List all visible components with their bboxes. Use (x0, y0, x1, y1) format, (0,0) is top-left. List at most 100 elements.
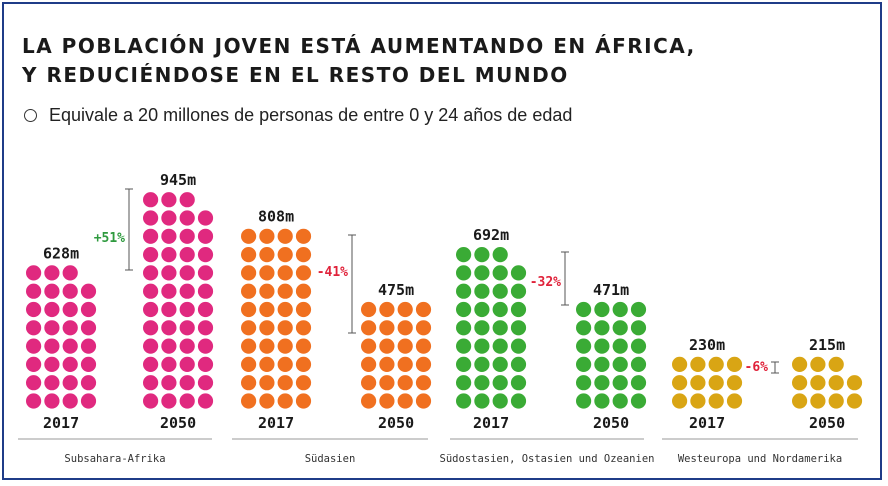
data-dot (161, 301, 177, 318)
data-dot (143, 283, 159, 299)
data-dot (197, 301, 214, 318)
data-dot (492, 283, 508, 299)
data-dot (361, 301, 377, 318)
data-dot (846, 375, 863, 391)
value-label: 471m (593, 281, 629, 299)
data-dot (179, 393, 195, 409)
region-label: Südostasien, Ostasien und Ozeanien (440, 453, 655, 465)
data-dot (143, 265, 159, 281)
data-dot (690, 393, 706, 409)
data-dot (179, 192, 195, 208)
data-dot (25, 301, 42, 318)
legend: Equivale a 20 millones de personas de en… (24, 105, 572, 126)
data-dot (62, 283, 78, 299)
data-dot (277, 393, 293, 409)
data-dot (197, 356, 214, 372)
data-dot (397, 320, 413, 336)
data-dot (810, 393, 826, 409)
data-dot (259, 356, 275, 372)
data-dot (295, 356, 312, 372)
year-label: 2050 (378, 414, 414, 432)
data-dot (594, 375, 610, 391)
data-dot (197, 283, 214, 299)
data-dot (277, 338, 293, 354)
data-dot (492, 320, 508, 336)
data-dot (161, 265, 177, 281)
data-dot (179, 356, 195, 372)
data-dot (80, 356, 97, 372)
data-dot (25, 338, 42, 354)
data-dot (259, 320, 275, 336)
data-dot (277, 375, 293, 391)
data-dot (259, 375, 275, 391)
data-dot (143, 375, 159, 391)
data-dot (25, 265, 42, 281)
data-dot (62, 356, 78, 372)
data-dot (259, 338, 275, 354)
data-dot (197, 247, 214, 263)
data-dot (708, 393, 724, 409)
data-dot (474, 338, 490, 354)
data-dot (295, 320, 312, 336)
data-dot (161, 210, 177, 226)
data-dot (690, 375, 706, 391)
data-dot (361, 338, 377, 354)
legend-text: Equivale a 20 millones de personas de en… (49, 105, 573, 125)
data-dot (630, 320, 647, 336)
data-dot (259, 283, 275, 299)
data-dot (612, 375, 628, 391)
data-dot (295, 375, 312, 391)
data-dot (415, 301, 432, 318)
data-dot (726, 393, 743, 409)
data-dot (179, 228, 195, 244)
data-dot (44, 338, 60, 354)
region-label: Subsahara-Afrika (64, 453, 165, 465)
data-dot (161, 283, 177, 299)
data-dot (241, 247, 257, 263)
data-dot (179, 265, 195, 281)
data-dot (612, 393, 628, 409)
data-dot (277, 265, 293, 281)
data-dot (161, 356, 177, 372)
data-dot (415, 393, 432, 409)
chart-title: LA POBLACIÓN JOVEN ESTÁ AUMENTANDO EN ÁF… (22, 32, 696, 90)
data-dot (44, 283, 60, 299)
data-dot (612, 356, 628, 372)
data-dot (179, 283, 195, 299)
data-dot (143, 356, 159, 372)
data-dot (161, 393, 177, 409)
data-dot (143, 210, 159, 226)
data-dot (295, 283, 312, 299)
data-dot (690, 356, 706, 372)
data-dot (456, 320, 472, 336)
data-dot (143, 338, 159, 354)
data-dot (510, 393, 527, 409)
data-dot (576, 301, 592, 318)
data-dot (197, 320, 214, 336)
data-dot (80, 301, 97, 318)
data-dot (259, 265, 275, 281)
data-dot (415, 338, 432, 354)
title-line-1: LA POBLACIÓN JOVEN ESTÁ AUMENTANDO EN ÁF… (22, 34, 696, 58)
data-dot (241, 228, 257, 244)
data-dot (161, 192, 177, 208)
data-dot (80, 283, 97, 299)
region-label: Westeuropa und Nordamerika (678, 453, 842, 465)
data-dot (277, 320, 293, 336)
data-dot (576, 375, 592, 391)
data-dot (379, 320, 395, 336)
data-dot (828, 356, 844, 372)
data-dot (197, 265, 214, 281)
data-dot (44, 320, 60, 336)
data-dot (25, 283, 42, 299)
value-label: 945m (160, 171, 196, 189)
data-dot (179, 301, 195, 318)
data-dot (259, 301, 275, 318)
data-dot (295, 301, 312, 318)
data-dot (810, 375, 826, 391)
year-label: 2050 (160, 414, 196, 432)
data-dot (143, 192, 159, 208)
data-dot (576, 338, 592, 354)
title-line-2: Y REDUCIÉNDOSE EN EL RESTO DEL MUNDO (22, 63, 569, 87)
